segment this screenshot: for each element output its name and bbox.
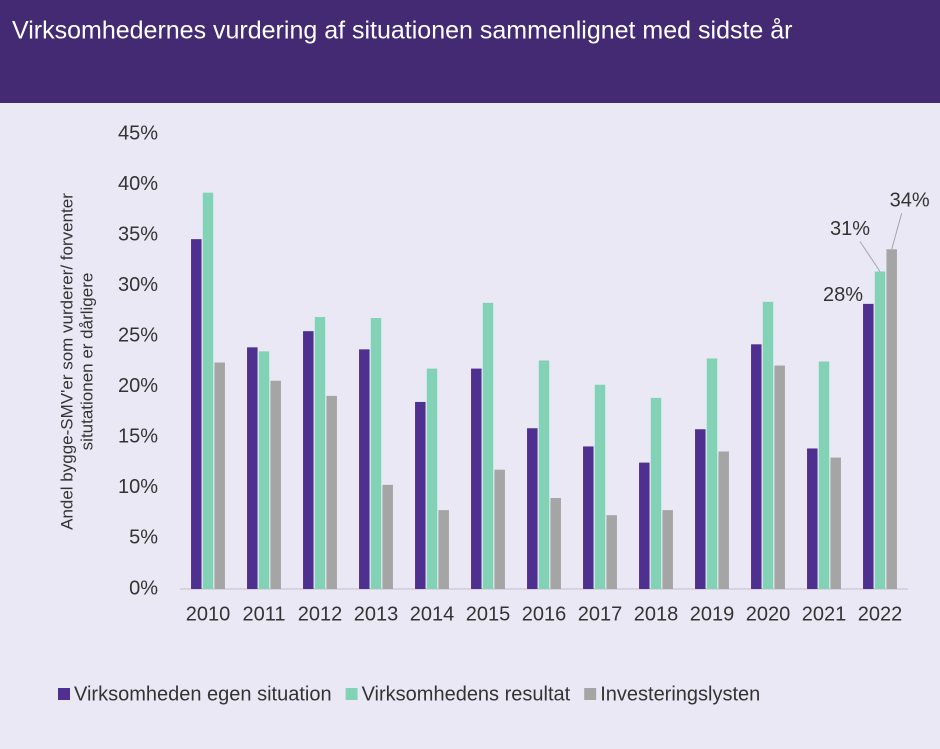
- x-tick-label: 2020: [746, 603, 791, 625]
- bar: [639, 462, 650, 589]
- y-tick-label: 40%: [118, 173, 158, 195]
- y-tick-label: 0%: [129, 577, 158, 599]
- x-tick-label: 2018: [634, 603, 679, 625]
- x-tick-label: 2011: [242, 603, 285, 625]
- bar: [751, 344, 762, 589]
- bar: [527, 428, 538, 589]
- x-tick-label: 2010: [186, 603, 231, 625]
- y-tick-label: 10%: [118, 476, 158, 498]
- bar: [270, 380, 281, 589]
- y-axis-label: situtationen er dårligere: [77, 273, 96, 451]
- legend-label: Virksomhedens resultat: [362, 683, 571, 705]
- bar: [438, 510, 449, 589]
- legend-swatch: [345, 688, 358, 700]
- legend-label: Virksomheden egen situation: [74, 683, 332, 705]
- chart-title: Virksomhedernes vurdering af situationen…: [12, 17, 793, 45]
- bar: [326, 395, 337, 589]
- bar: [314, 317, 326, 589]
- x-tick-label: 2021: [802, 603, 847, 625]
- leader-line: [859, 241, 881, 272]
- legend-swatch: [58, 688, 70, 700]
- bar: [359, 349, 370, 589]
- bar: [191, 239, 202, 589]
- y-axis-label: Andel bygge-SMV'er som vurderer/ forvent…: [57, 193, 76, 530]
- value-label: 34%: [890, 190, 930, 212]
- bar: [718, 451, 729, 589]
- bar: [303, 331, 314, 589]
- bar: [214, 362, 225, 589]
- bar: [807, 448, 818, 589]
- bar: [471, 368, 482, 589]
- bar: [494, 469, 505, 589]
- bar: [594, 384, 606, 589]
- x-tick-label: 2012: [298, 603, 343, 625]
- bar: [538, 360, 550, 589]
- x-tick-label: 2013: [354, 603, 399, 625]
- bar: [606, 515, 617, 589]
- header: [0, 0, 940, 103]
- bar: [583, 446, 594, 589]
- bar: [202, 192, 214, 589]
- y-tick-label: 5%: [129, 527, 158, 549]
- bar: [382, 484, 393, 589]
- y-tick-label: 35%: [118, 223, 158, 245]
- x-tick-label: 2019: [690, 603, 735, 625]
- bar: [370, 318, 382, 589]
- legend-label: Investeringslysten: [600, 683, 760, 705]
- bar: [415, 401, 426, 589]
- y-tick-label: 20%: [118, 375, 158, 397]
- bar: [706, 358, 718, 589]
- x-tick-label: 2016: [522, 603, 567, 625]
- bar: [695, 429, 706, 589]
- bar: [247, 347, 258, 589]
- y-tick-label: 15%: [118, 426, 158, 448]
- value-label: 31%: [830, 218, 870, 240]
- bar: [662, 510, 673, 589]
- value-label: 28%: [823, 284, 863, 306]
- x-tick-label: 2022: [858, 603, 903, 625]
- y-tick-label: 45%: [118, 122, 158, 144]
- bar: [550, 498, 561, 589]
- leader-line: [891, 213, 903, 250]
- bar: [650, 397, 662, 589]
- legend-swatch: [584, 688, 597, 700]
- bar: [818, 361, 830, 589]
- bar: [774, 365, 785, 589]
- bar: [886, 249, 897, 589]
- x-tick-label: 2015: [466, 603, 511, 625]
- bar: [830, 457, 841, 589]
- y-tick-label: 25%: [118, 325, 158, 347]
- bar: [426, 368, 438, 589]
- x-tick-label: 2017: [578, 603, 623, 625]
- bar: [762, 301, 774, 589]
- x-tick-label: 2014: [410, 603, 455, 625]
- bar: [258, 351, 270, 589]
- bar: [863, 303, 874, 589]
- bar: [482, 302, 494, 589]
- y-tick-label: 30%: [118, 274, 158, 296]
- bar: [874, 271, 886, 589]
